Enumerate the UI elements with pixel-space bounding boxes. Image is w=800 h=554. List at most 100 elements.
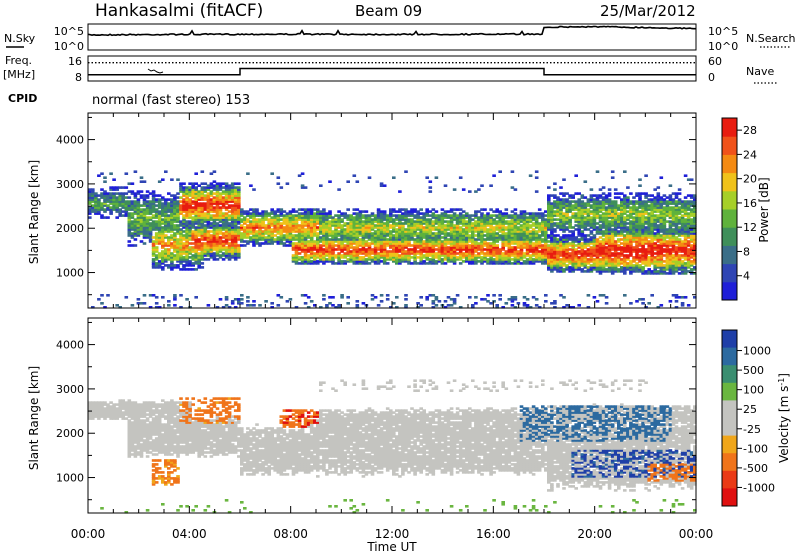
power-cell-234 bbox=[136, 218, 141, 221]
power-cell-2287 bbox=[367, 252, 372, 255]
power-cell-1361 bbox=[240, 302, 244, 305]
power-cell-758 bbox=[188, 232, 192, 235]
power-cell-2939 bbox=[443, 232, 448, 235]
power-cell-3032 bbox=[455, 256, 460, 259]
power-cell-368 bbox=[151, 190, 156, 193]
power-cell-3427 bbox=[501, 216, 505, 219]
power-cell-398 bbox=[154, 200, 159, 203]
power-cell-3377 bbox=[495, 210, 499, 213]
power-cell-3509 bbox=[513, 296, 518, 299]
power-cell-3550 bbox=[516, 236, 521, 239]
power-cell-957 bbox=[203, 204, 208, 207]
power-cell-525 bbox=[167, 202, 171, 205]
power-cell-742 bbox=[185, 188, 189, 191]
power-cell-4202 bbox=[583, 270, 588, 273]
power-cell-3099 bbox=[461, 216, 466, 219]
power-cell-99 bbox=[112, 204, 116, 207]
power-cell-1460 bbox=[255, 218, 259, 221]
power-cell-487 bbox=[164, 214, 168, 217]
power-cell-634 bbox=[179, 262, 183, 265]
power-cell-846 bbox=[194, 204, 198, 207]
power-cell-1673 bbox=[294, 258, 299, 261]
power-cell-3610 bbox=[522, 214, 527, 217]
power-cell-3023 bbox=[452, 224, 457, 227]
power-cell-734 bbox=[185, 204, 189, 207]
power-cell-866 bbox=[197, 248, 201, 251]
power-cell-3465 bbox=[507, 240, 512, 243]
power-cell-2093 bbox=[343, 238, 347, 241]
power-cell-2930 bbox=[443, 250, 448, 253]
power-cell-2623 bbox=[407, 250, 411, 253]
power-cell-2963 bbox=[446, 234, 451, 237]
power-cell-1087 bbox=[215, 224, 220, 227]
power-cell-2450 bbox=[385, 232, 390, 235]
power-cell-2279 bbox=[364, 218, 369, 221]
power-cell-424 bbox=[157, 212, 162, 215]
power-cell-300 bbox=[145, 222, 150, 225]
power-cell-1898 bbox=[319, 228, 323, 231]
power-cell-604 bbox=[176, 252, 180, 255]
power-cell-854 bbox=[194, 188, 198, 191]
power-cell-1528 bbox=[270, 242, 274, 245]
power-cell-3426 bbox=[501, 218, 505, 221]
power-cell-2190 bbox=[355, 246, 360, 249]
power-cell-2541 bbox=[398, 250, 402, 253]
power-cell-2637 bbox=[407, 220, 411, 223]
power-cell-229 bbox=[136, 228, 141, 231]
power-cell-3262 bbox=[483, 240, 487, 243]
power-cell-2705 bbox=[416, 222, 420, 225]
power-cell-754 bbox=[188, 242, 192, 245]
power-cell-4369 bbox=[598, 294, 603, 297]
power-cell-372 bbox=[154, 266, 159, 269]
power-cell-2628 bbox=[407, 238, 411, 241]
power-cell-3441 bbox=[504, 238, 509, 241]
power-cell-1857 bbox=[313, 208, 317, 211]
power-cell-631 bbox=[179, 306, 183, 309]
power-cell-1338 bbox=[237, 230, 241, 233]
power-cell-429 bbox=[157, 200, 162, 203]
power-cell-2853 bbox=[434, 256, 439, 259]
power-cell-1577 bbox=[276, 182, 281, 185]
power-cell-1595 bbox=[279, 208, 284, 211]
nave-right-tick-top: 60 bbox=[708, 55, 722, 68]
power-cell-1118 bbox=[218, 236, 223, 239]
power-cell-1592 bbox=[279, 214, 284, 217]
power-cell-3384 bbox=[498, 256, 502, 259]
power-cell-2291 bbox=[367, 244, 372, 247]
power-cell-2611 bbox=[404, 216, 408, 219]
power-cell-1329 bbox=[237, 252, 241, 255]
power-cell-691 bbox=[182, 208, 186, 211]
power-cell-2026 bbox=[334, 230, 338, 233]
power-cell-2457 bbox=[385, 218, 390, 221]
power-cell-2635 bbox=[407, 224, 411, 227]
power-cell-50 bbox=[100, 214, 104, 217]
power-cell-2645 bbox=[410, 250, 414, 253]
power-cell-2847 bbox=[431, 208, 436, 211]
power-cell-3463 bbox=[507, 244, 512, 247]
power-cell-1933 bbox=[322, 216, 326, 219]
power-cell-1712 bbox=[297, 218, 302, 221]
power-cell-113 bbox=[115, 206, 119, 209]
power-cell-34 bbox=[94, 194, 98, 197]
power-cell-1079 bbox=[215, 240, 220, 243]
power-cell-3375 bbox=[495, 216, 499, 219]
power-cell-420 bbox=[157, 220, 162, 223]
power-cell-2546 bbox=[398, 240, 402, 243]
power-cell-2212 bbox=[358, 258, 363, 261]
power-cell-3451 bbox=[504, 212, 509, 215]
power-cell-2324 bbox=[370, 222, 375, 225]
power-cell-2193 bbox=[355, 240, 360, 243]
power-cell-1855 bbox=[313, 214, 317, 217]
power-cell-3317 bbox=[489, 228, 493, 231]
power-cell-1440 bbox=[252, 222, 256, 225]
power-cell-239 bbox=[136, 208, 141, 211]
power-cell-693 bbox=[182, 204, 186, 207]
power-cell-2775 bbox=[425, 238, 429, 241]
power-cell-2060 bbox=[340, 296, 344, 299]
power-cell-1498 bbox=[264, 240, 268, 243]
power-cell-3573 bbox=[519, 236, 524, 239]
power-cell-1801 bbox=[306, 214, 311, 217]
power-cell-2421 bbox=[382, 240, 387, 243]
power-cell-2753 bbox=[422, 230, 426, 233]
power-cell-973 bbox=[206, 244, 211, 247]
